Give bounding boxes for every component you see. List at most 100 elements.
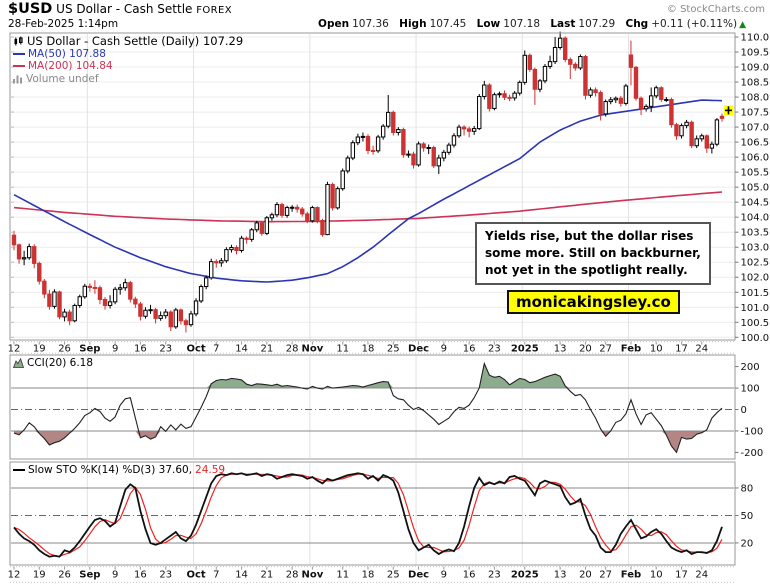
sto-legend: Slow STO %K(14) %D(3) 37.60, 24.59 xyxy=(13,464,225,477)
sto-line-icon xyxy=(13,469,25,472)
candle-body xyxy=(143,309,148,317)
date-label: 28 xyxy=(286,344,299,355)
price-axis-label: 104.0 xyxy=(741,213,770,224)
candle-body xyxy=(264,217,270,234)
date-label: 14 xyxy=(235,570,248,581)
candle-body xyxy=(188,313,194,326)
candle-body xyxy=(153,309,158,319)
date-label: 9 xyxy=(112,570,118,581)
candle-body xyxy=(709,143,715,149)
date-label: 27 xyxy=(599,570,612,581)
candle-body xyxy=(386,111,391,127)
price-axis-label: 104.5 xyxy=(741,198,770,209)
candle-body xyxy=(603,101,608,115)
candle-body xyxy=(426,147,431,150)
candle-body xyxy=(254,222,259,231)
candle-body xyxy=(633,66,639,99)
candle-body xyxy=(532,68,538,90)
candle-body xyxy=(684,121,689,127)
candle-body xyxy=(97,287,103,300)
candle-body xyxy=(77,296,82,306)
candle-body xyxy=(461,126,467,130)
price-axis-label: 105.0 xyxy=(741,183,770,194)
candle-body xyxy=(714,119,720,145)
candle-body xyxy=(320,219,325,236)
exchange-label: FOREX xyxy=(196,5,232,16)
candle-body xyxy=(193,300,199,315)
date-label: 26 xyxy=(58,570,71,581)
date-label: 16 xyxy=(463,570,476,581)
candle-body xyxy=(198,286,204,302)
sto-d-line xyxy=(13,472,723,558)
candle-body xyxy=(21,257,27,260)
cci-legend: CCI(20) 6.18 xyxy=(13,357,93,370)
high-label: High xyxy=(399,17,427,30)
date-label: 24 xyxy=(695,570,708,581)
candle-body xyxy=(67,311,72,322)
price-legend-text: US Dollar - Cash Settle (Daily) 107.29 xyxy=(27,34,244,48)
candle-body xyxy=(679,125,684,137)
sto-panel-border xyxy=(9,461,736,566)
low-value: 107.18 xyxy=(503,17,541,30)
candle-body xyxy=(598,92,603,115)
price-axis-label: 100.0 xyxy=(741,333,770,344)
date-label: 10 xyxy=(650,344,663,355)
candle-body xyxy=(659,87,664,100)
candle-body xyxy=(183,320,189,326)
price-axis-label: 103.5 xyxy=(741,228,770,239)
candle-body xyxy=(123,282,128,289)
date-label: 14 xyxy=(235,344,248,355)
price-axis-label: 109.5 xyxy=(741,48,770,59)
price-axis-label: 107.0 xyxy=(741,123,770,134)
chg-value: +0.11 (+0.11%) xyxy=(651,17,738,30)
candle-body xyxy=(249,229,254,240)
candle-body xyxy=(471,128,477,132)
candle-body xyxy=(148,309,153,312)
candle-body xyxy=(289,206,295,209)
price-axis-label: 106.0 xyxy=(741,153,770,164)
quote-bar: Open 107.36 High 107.45 Low 107.18 Last 107.… xyxy=(311,18,746,30)
candle-body xyxy=(279,204,285,216)
date-label: 12 xyxy=(8,570,21,581)
candle-body xyxy=(689,121,694,147)
candle-body xyxy=(487,84,492,109)
date-label: 16 xyxy=(134,570,147,581)
candle-body xyxy=(593,89,598,94)
candle-body xyxy=(330,183,335,209)
price-axis-label: 102.0 xyxy=(741,273,770,284)
copyright: © StockCharts.com xyxy=(666,4,765,15)
candle-body xyxy=(699,135,704,140)
volume-bars-icon xyxy=(13,75,22,84)
candle-body xyxy=(411,153,416,166)
date-label: 9 xyxy=(441,570,447,581)
date-label: Feb xyxy=(621,570,641,581)
date-label: 11 xyxy=(336,570,349,581)
ma50-line xyxy=(13,99,723,283)
candle-body xyxy=(229,247,234,251)
watermark: monicakingsley.co xyxy=(507,290,680,314)
date-label: 18 xyxy=(362,570,375,581)
date-label: 17 xyxy=(675,570,688,581)
candle-body xyxy=(406,153,411,156)
candle-body xyxy=(350,142,356,159)
candle-body xyxy=(648,95,654,107)
candle-body xyxy=(315,207,320,221)
candle-body xyxy=(42,280,47,295)
candle-body xyxy=(583,56,588,96)
candle-body xyxy=(163,311,168,317)
candle-body xyxy=(52,291,57,307)
candle-body xyxy=(573,63,578,69)
candle-body xyxy=(72,304,77,322)
sto-legend-text-red: 24.59 xyxy=(195,464,226,476)
date-label: Dec xyxy=(408,344,429,355)
date-label: 18 xyxy=(362,344,375,355)
date-label: Oct xyxy=(186,570,205,581)
candle-body xyxy=(244,237,249,240)
candle-body xyxy=(234,247,239,252)
candle-body xyxy=(294,206,300,210)
sto-axis-label: 50 xyxy=(741,511,754,522)
candle-body xyxy=(47,293,52,307)
candle-body xyxy=(102,298,108,306)
price-legend: US Dollar - Cash Settle (Daily) 107.29 M… xyxy=(13,35,243,85)
candle-body xyxy=(107,301,113,306)
